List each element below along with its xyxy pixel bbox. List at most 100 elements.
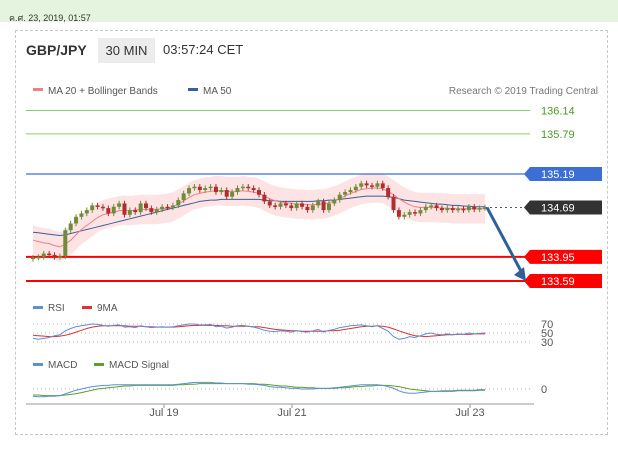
candle-body: [278, 203, 283, 207]
candle-body: [219, 190, 224, 193]
candle-body: [74, 216, 79, 224]
candle-body: [31, 257, 35, 260]
candle-body: [138, 203, 143, 213]
pair-label: GBP/JPY: [26, 42, 87, 58]
level-tag-4: [524, 249, 602, 264]
candle-body: [122, 203, 127, 215]
legend-macd-label: MACD: [48, 360, 77, 371]
candle-body: [289, 205, 294, 209]
level-label-4: 133.95: [541, 252, 575, 264]
candle-body: [165, 206, 170, 209]
candle-body: [402, 214, 407, 217]
candle-body: [472, 206, 477, 210]
candle-body: [246, 186, 251, 189]
level-label-2: 135.19: [541, 169, 575, 181]
x-tick-label-2: Jul 23: [455, 407, 484, 419]
candle-body: [294, 203, 299, 209]
candle-body: [418, 210, 423, 214]
legend-rsi-ma-swatch: [82, 306, 92, 309]
legend-macd-signal-label: MACD Signal: [109, 360, 169, 371]
candle-body: [429, 205, 434, 207]
candle-body: [84, 210, 89, 214]
candle-body: [343, 192, 348, 195]
candle-body: [273, 205, 278, 207]
legend-rsi-ma-label: 9MA: [97, 303, 118, 314]
rsi-line: [32, 323, 486, 340]
candle-body: [364, 183, 369, 186]
candle-body: [391, 196, 396, 211]
bollinger-band: [33, 173, 485, 262]
candle-body: [192, 186, 197, 189]
candle-body: [370, 185, 374, 187]
candle-body: [95, 205, 100, 207]
candle-body: [208, 186, 213, 189]
candle-body: [396, 210, 401, 217]
chart-frame: [15, 30, 608, 435]
legend-ma20-label: MA 20 + Bollinger Bands: [48, 86, 158, 97]
candle-body: [348, 190, 353, 193]
legend-rsi-swatch: [33, 306, 43, 309]
candle-body: [310, 205, 315, 211]
legend-ma50-label: MA 50: [203, 86, 232, 97]
candle-body: [144, 203, 148, 209]
x-tick-label-0: Jul 19: [149, 407, 178, 419]
credit-label: Research © 2019 Trading Central: [449, 86, 598, 97]
candle-body: [262, 194, 267, 202]
x-tick-label-1: Jul 21: [277, 407, 306, 419]
rsi-ma-line: [32, 324, 485, 338]
macd-signal-line: [33, 383, 485, 397]
candle-body: [213, 186, 218, 193]
level-label-3: 134.69: [541, 202, 575, 214]
candle-body: [439, 208, 444, 211]
candle-body: [332, 200, 337, 204]
candle-body: [224, 190, 229, 197]
candle-body: [133, 210, 138, 213]
candle-body: [154, 209, 159, 213]
candle-body: [267, 201, 272, 206]
candle-body: [57, 256, 62, 258]
rsi-ref-label-1: 50: [541, 328, 553, 340]
rsi-ref-label-0: 70: [541, 319, 553, 331]
candle-body: [117, 203, 122, 207]
candle-body: [47, 253, 52, 256]
candle-body: [257, 190, 261, 195]
candle-body: [316, 201, 321, 206]
candle-body: [111, 206, 116, 214]
candle-body: [127, 210, 132, 215]
macd-line: [32, 381, 485, 398]
legend-ma20-swatch: [33, 88, 43, 91]
timeframe-button[interactable]: 30 MIN: [98, 38, 155, 63]
candle-body: [41, 253, 46, 257]
candle-body: [36, 256, 41, 259]
legend-macd-signal-swatch: [94, 363, 104, 366]
candle-body: [251, 188, 256, 191]
candle-body: [413, 212, 418, 214]
level-tag-2: [524, 167, 602, 181]
candle-body: [68, 223, 73, 231]
candle-body: [240, 186, 245, 189]
candle-body: [235, 188, 240, 193]
candle-body: [181, 193, 186, 201]
candle-body: [300, 203, 305, 207]
candle-body: [326, 203, 331, 211]
candle-body: [461, 208, 466, 211]
candle-body: [106, 208, 111, 214]
candle-body: [466, 206, 471, 211]
date-text: ค.ศ. 23, 2019, 01:57: [9, 13, 91, 23]
candle-body: [305, 206, 310, 211]
forecast-arrow-shaft: [485, 206, 524, 274]
legend-ma50-swatch: [188, 88, 198, 91]
candle-body: [380, 183, 385, 189]
candle-body: [52, 254, 57, 257]
candle-body: [353, 186, 358, 191]
candle-body: [321, 201, 326, 211]
candle-body: [230, 192, 235, 197]
candle-body: [359, 183, 364, 187]
candle-body: [149, 208, 154, 213]
candle-body: [456, 208, 461, 211]
candle-body: [63, 230, 68, 257]
candle-body: [337, 194, 342, 201]
ma50-line: [32, 195, 485, 237]
candle-body: [450, 208, 455, 211]
